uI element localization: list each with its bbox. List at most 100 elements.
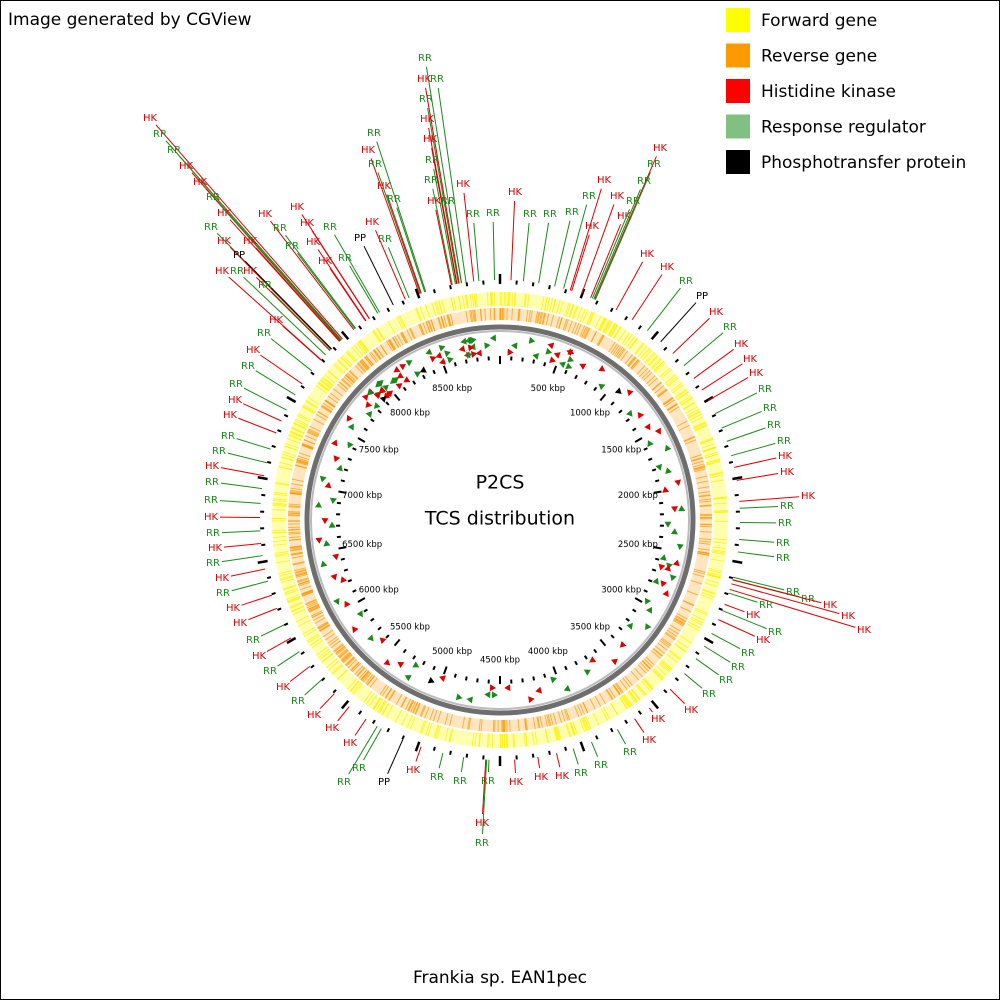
feature-label: RR (626, 196, 640, 207)
reverse-gene (641, 660, 651, 670)
outer-tick (432, 289, 436, 294)
feature-label: HK (475, 818, 490, 829)
feature-marker (647, 440, 654, 448)
reverse-gene (361, 358, 370, 369)
forward-gene (640, 680, 651, 692)
reverse-gene (298, 452, 311, 458)
scale-tick (625, 418, 630, 423)
feature-marker (619, 640, 627, 648)
reverse-gene (467, 717, 470, 730)
feature-marker (352, 626, 359, 634)
feature-label: RR (419, 94, 433, 105)
feature-label: RR (206, 192, 220, 203)
scale-tick (574, 660, 578, 666)
forward-gene (372, 697, 382, 710)
outer-tick (271, 444, 276, 449)
reverse-gene (660, 638, 671, 647)
forward-gene (710, 479, 725, 483)
forward-gene (584, 716, 592, 730)
forward-gene (352, 683, 363, 695)
scale-label: 6500 kbp (342, 540, 382, 550)
reverse-gene (349, 370, 359, 380)
reverse-gene (288, 532, 301, 535)
reverse-gene (643, 371, 653, 381)
outer-tick (266, 460, 272, 464)
reverse-gene (699, 500, 712, 503)
feature-line (718, 619, 756, 637)
feature-line (317, 249, 367, 322)
feature-label: RR (167, 145, 181, 156)
scale-tick (402, 386, 407, 392)
forward-gene (324, 374, 336, 384)
feature-label: RR (543, 209, 557, 220)
forward-gene (548, 298, 554, 312)
scale-tick (655, 557, 660, 561)
feature-marker (547, 342, 555, 350)
forward-gene (279, 461, 294, 467)
feature-line (221, 530, 261, 534)
forward-gene (315, 384, 328, 395)
outer-tick (386, 727, 391, 733)
reverse-gene (536, 311, 540, 324)
reverse-gene (288, 505, 301, 508)
reverse-gene (388, 689, 396, 701)
reverse-gene (544, 714, 548, 727)
feature-line (218, 203, 341, 341)
feature-label: RR (565, 207, 579, 218)
forward-gene (634, 343, 645, 355)
forward-gene (713, 510, 728, 513)
forward-gene (706, 460, 721, 465)
reverse-gene (289, 546, 302, 550)
feature-label: RR (425, 155, 439, 166)
forward-gene (487, 733, 489, 748)
forward-gene (284, 445, 298, 451)
feature-marker (320, 560, 328, 568)
forward-gene (291, 426, 305, 434)
feature-line (563, 204, 588, 289)
feature-marker (654, 427, 661, 435)
reverse-gene (643, 658, 654, 668)
reverse-gene (333, 643, 344, 652)
forward-gene (665, 376, 678, 386)
reverse-gene (443, 315, 448, 328)
reverse-gene (289, 545, 302, 549)
reverse-gene (630, 359, 639, 369)
reverse-gene (308, 605, 320, 612)
forward-gene (512, 733, 515, 748)
legend-swatch (726, 43, 750, 68)
header-title: Image generated by CGView (8, 10, 252, 30)
reverse-gene (307, 429, 320, 436)
reverse-gene (307, 430, 319, 437)
feature-label: HK (417, 74, 432, 85)
scale-label: 2500 kbp (618, 540, 658, 550)
forward-gene (307, 634, 320, 644)
scale-tick (377, 626, 382, 631)
forward-gene (627, 691, 637, 704)
reverse-gene (648, 377, 658, 387)
forward-gene (608, 323, 617, 337)
reverse-gene (627, 356, 636, 367)
feature-marker (598, 383, 606, 391)
reverse-gene (582, 326, 589, 339)
forward-gene (507, 292, 509, 307)
reverse-gene (484, 308, 487, 321)
forward-gene (586, 311, 593, 325)
forward-gene (686, 623, 700, 632)
feature-label: HK (509, 777, 524, 788)
feature-line (724, 603, 745, 613)
feature-label: RR (647, 159, 661, 170)
forward-gene (461, 295, 466, 310)
reverse-gene (697, 547, 710, 551)
reverse-gene (389, 338, 397, 350)
forward-gene (424, 722, 431, 736)
feature-label: RR (637, 176, 651, 187)
reverse-gene (372, 349, 381, 361)
feature-marker (670, 506, 678, 513)
scale-label: 2000 kbp (618, 491, 658, 501)
feature-label: RR (777, 436, 791, 447)
outer-tick (548, 750, 551, 755)
feature-label: RR (786, 587, 800, 598)
feature-line (354, 718, 367, 736)
forward-gene (450, 297, 455, 312)
feature-label: RR (453, 776, 467, 787)
